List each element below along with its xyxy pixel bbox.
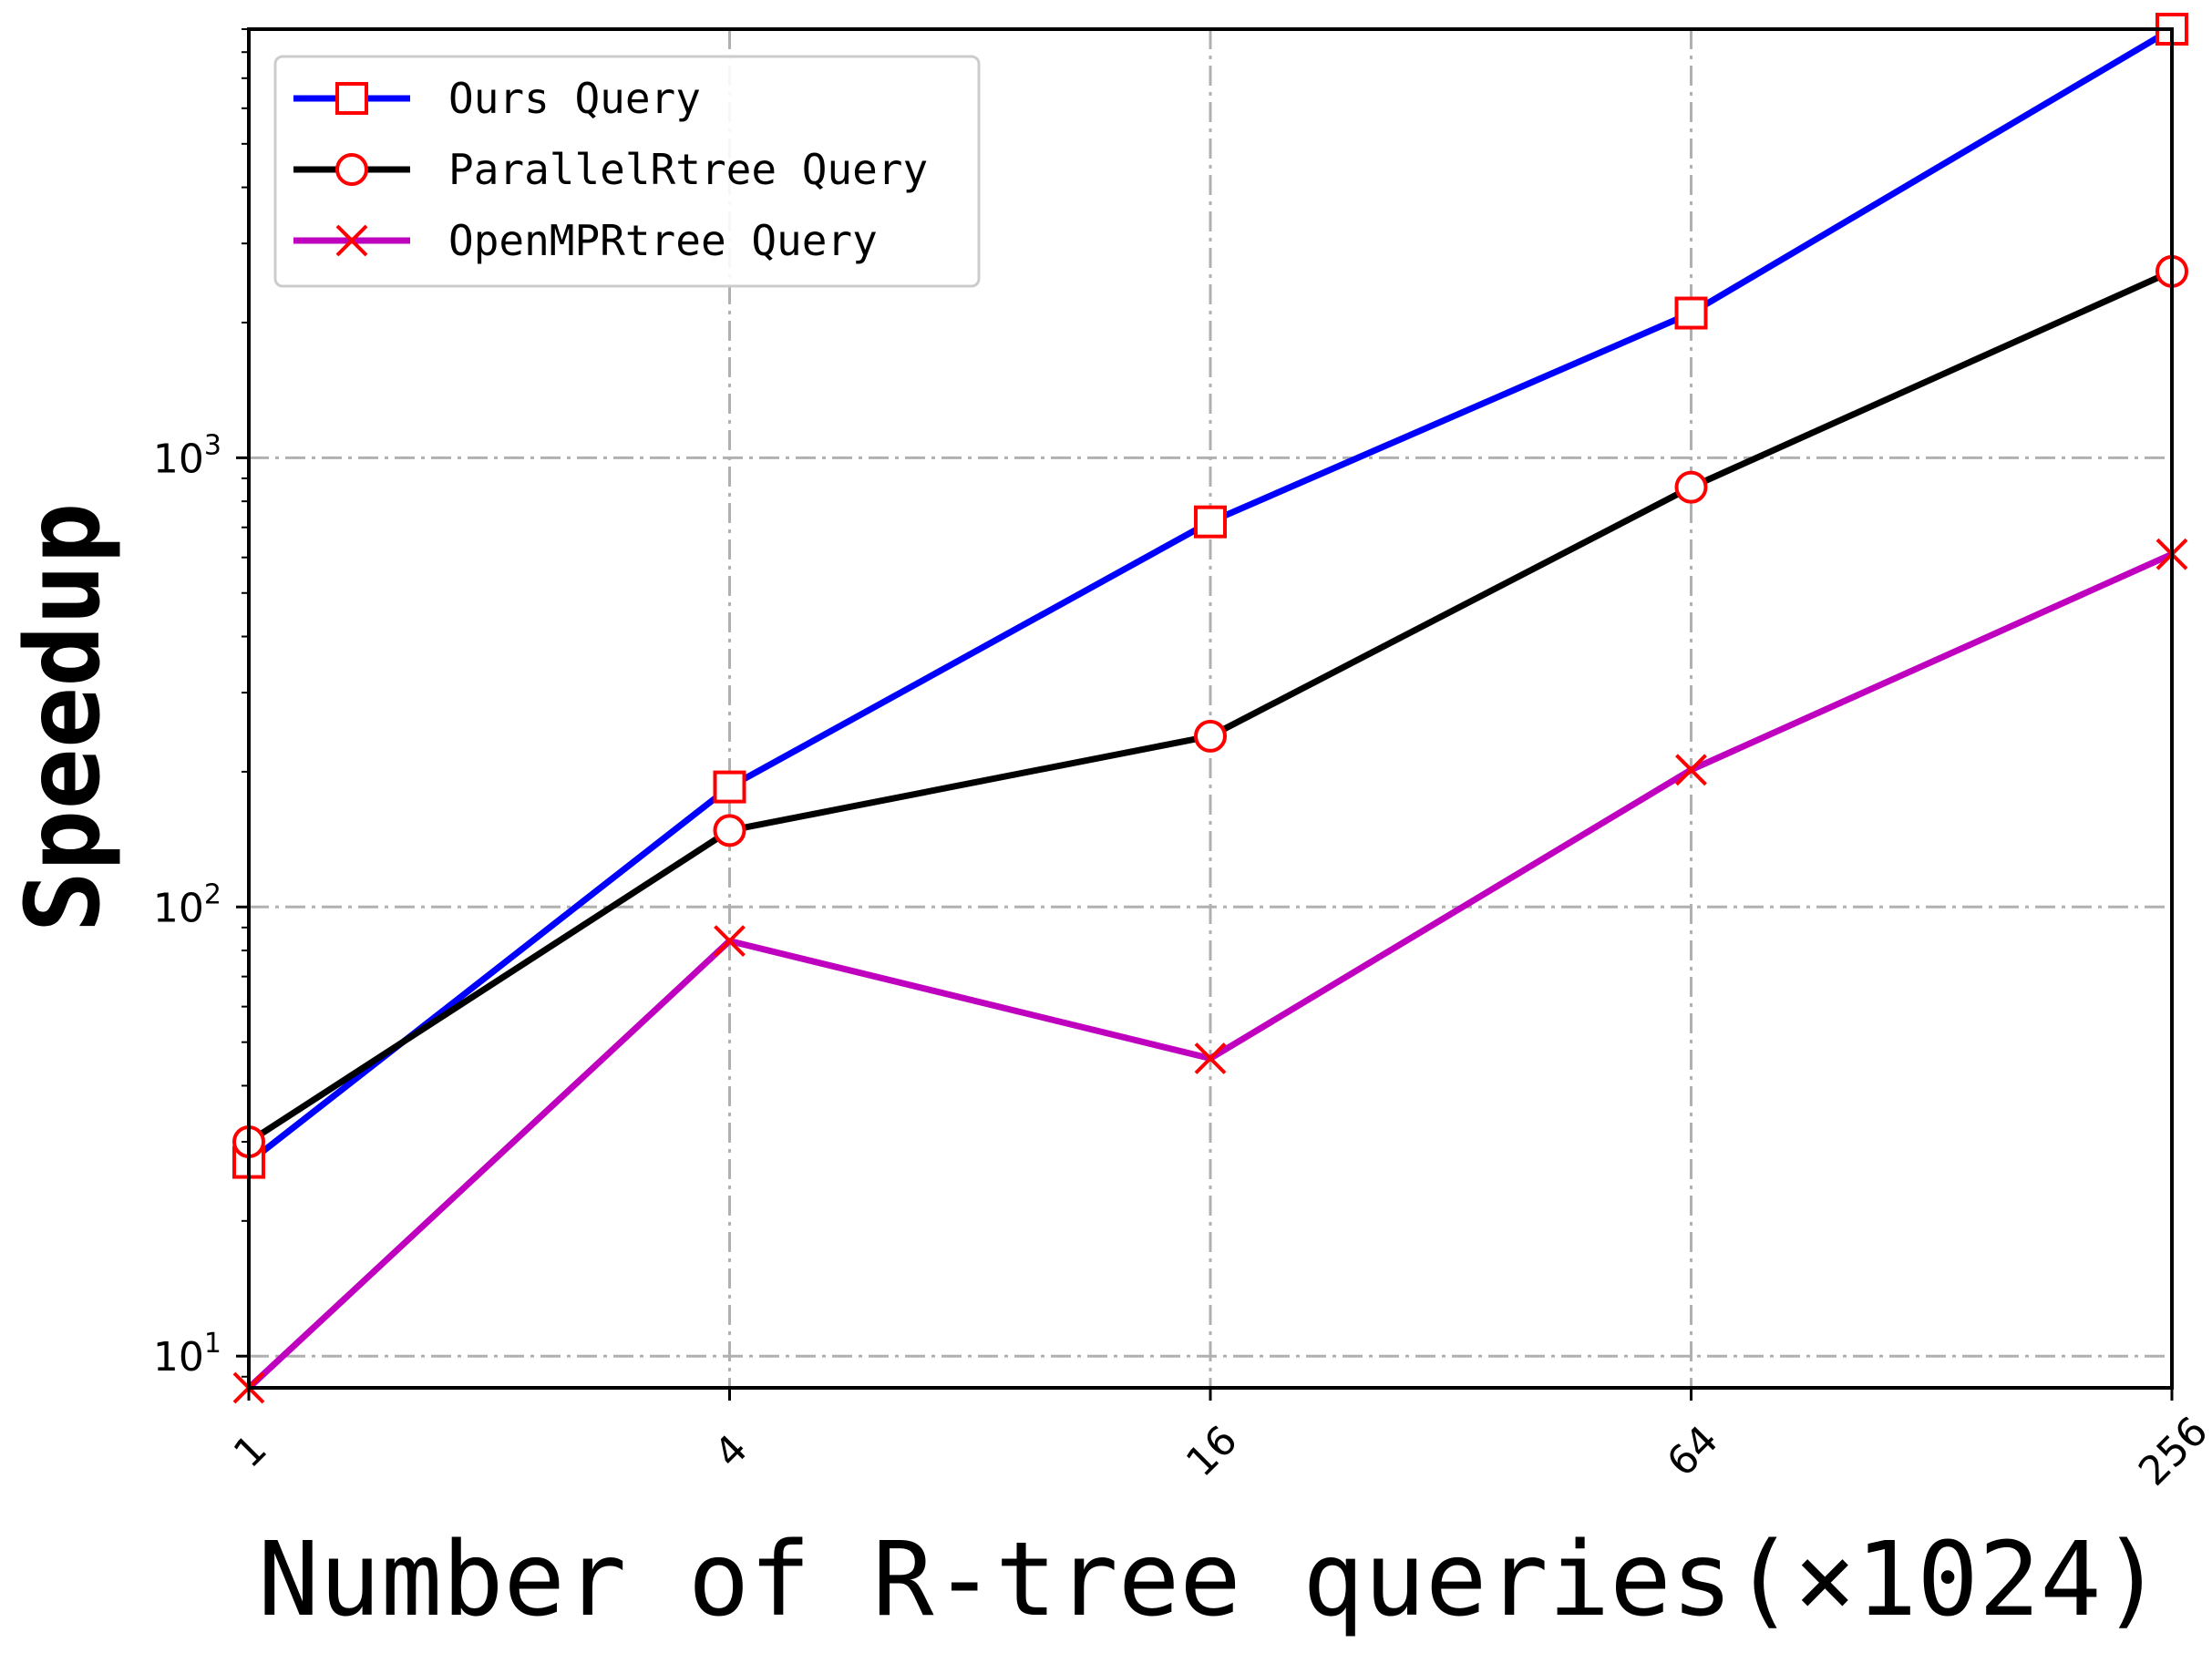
y-tick-base: 10 [153, 885, 204, 931]
y-axis-title: Speedup [5, 502, 123, 932]
y-tick-label: 102 [153, 878, 221, 931]
legend-box [273, 55, 981, 288]
legend-label: ParallelRtree Query [448, 145, 928, 194]
series-line [246, 550, 2174, 1391]
y-tick-label: 103 [153, 429, 221, 482]
series-ours-query [232, 13, 2188, 1179]
series-openmprtree-query [232, 538, 2188, 1404]
legend: Ours Query ParallelRtree Query OpenMPRtree… [273, 55, 981, 288]
x-marker-stroke [1194, 1042, 1227, 1074]
x-tick-label: 4 [705, 1426, 756, 1477]
series-parallelrtree-query [232, 254, 2188, 1159]
legend-entry: ParallelRtree Query [293, 145, 928, 194]
square-marker [1674, 296, 1708, 330]
circle-marker [1194, 719, 1227, 753]
x-marker [714, 925, 746, 958]
x-tick-label: 16 [1178, 1417, 1247, 1486]
legend-label: Ours Query [448, 74, 701, 123]
x-marker [1194, 1042, 1227, 1074]
legend-label: OpenMPRtree Query [448, 216, 878, 265]
x-axis-title: Number of R-tree queries(×1024) [258, 1521, 2163, 1639]
x-tick-label: 64 [1658, 1417, 1727, 1486]
legend-entry: OpenMPRtree Query [293, 216, 878, 265]
y-tick-label: 101 [153, 1328, 221, 1381]
circle-marker [713, 814, 746, 847]
y-tick-exponent: 1 [204, 1328, 221, 1360]
x-marker-stroke [335, 224, 368, 257]
x-marker-stroke [714, 925, 746, 958]
y-tick-base: 10 [153, 436, 204, 482]
x-marker-stroke [1675, 754, 1707, 786]
y-tick-exponent: 2 [204, 878, 221, 910]
square-marker [335, 82, 368, 115]
square-marker [713, 770, 746, 804]
x-tick-label: 256 [2130, 1408, 2212, 1494]
circle-marker [1674, 470, 1708, 504]
y-tick-exponent: 3 [204, 429, 221, 461]
series-layer [232, 13, 2188, 1404]
x-marker [335, 224, 368, 257]
y-tick-base: 10 [153, 1334, 204, 1381]
x-marker [1675, 754, 1707, 786]
x-tick-label: 1 [225, 1426, 276, 1477]
circle-marker [335, 153, 368, 186]
legend-entry: Ours Query [293, 74, 701, 123]
square-marker [1194, 505, 1227, 539]
